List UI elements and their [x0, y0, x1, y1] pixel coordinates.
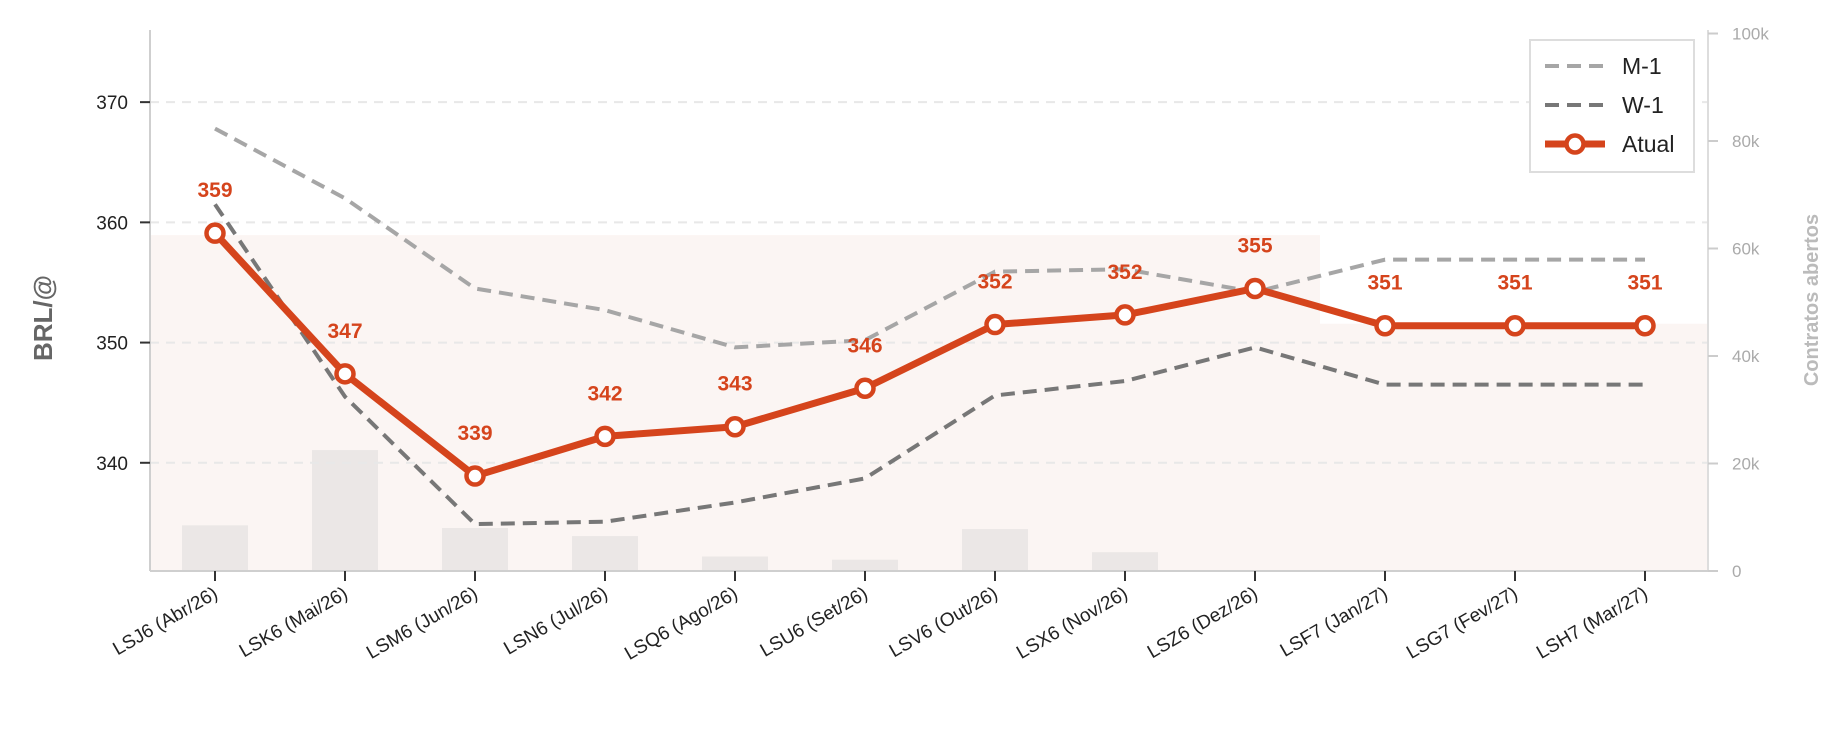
- y2-tick-label: 0: [1732, 562, 1741, 581]
- atual-marker: [1374, 314, 1396, 337]
- x-tick-label: LSF7 (Jan/27): [1277, 583, 1392, 661]
- y2-axis-label: Contratos abertos: [1801, 214, 1823, 386]
- atual-marker: [594, 425, 616, 448]
- data-label: 352: [977, 271, 1012, 294]
- x-tick-label: LSQ6 (Ago/26): [621, 583, 741, 665]
- open-interest-bar: [832, 559, 898, 571]
- data-label: 352: [1107, 261, 1142, 284]
- open-interest-bar: [1092, 552, 1158, 571]
- y-tick-label: 350: [96, 334, 128, 355]
- atual-marker: [204, 222, 226, 244]
- y2-tick-label: 60k: [1732, 240, 1760, 259]
- open-interest-bar: [442, 528, 508, 571]
- atual-marker: [854, 377, 876, 400]
- series-line-w-1: [213, 203, 1645, 527]
- atual-marker: [1504, 314, 1526, 337]
- x-tick-label: LSK6 (Mai/26): [236, 583, 352, 662]
- data-label: 342: [587, 382, 622, 405]
- x-tick-label: LSM6 (Jun/26): [363, 583, 481, 663]
- x-tick-label: LSV6 (Out/26): [886, 583, 1002, 662]
- atual-marker: [1634, 314, 1656, 337]
- data-labels: 359 347 339 342 343 346 352 352 355 351 351 351: [197, 179, 1662, 445]
- legend-label: Atual: [1622, 131, 1674, 157]
- x-tick-label: LSZ6 (Dez/26): [1144, 583, 1261, 663]
- open-interest-bar: [702, 556, 768, 571]
- legend-label: W-1: [1622, 92, 1664, 118]
- x-tick-label: LSJ6 (Abr/26): [109, 583, 221, 660]
- series-line-m-1: [214, 126, 1645, 350]
- data-label: 351: [1367, 272, 1402, 295]
- open-interest-bar: [572, 536, 638, 571]
- open-interest-area: [150, 235, 1708, 571]
- data-label: 346: [847, 334, 882, 357]
- data-label: 351: [1627, 272, 1662, 295]
- atual-marker: [984, 313, 1006, 336]
- data-label: 347: [327, 320, 362, 343]
- y2-tick-label: 40k: [1732, 347, 1760, 366]
- data-label: 339: [457, 422, 492, 445]
- y2-tick-label: 100k: [1732, 25, 1769, 44]
- x-tick-label: LSX6 (Nov/26): [1013, 583, 1131, 663]
- legend-label: M-1: [1622, 53, 1662, 79]
- legend: M-1 W-1 Atual: [1529, 39, 1695, 173]
- atual-marker: [1114, 304, 1136, 326]
- atual-marker: [464, 465, 486, 487]
- open-interest-bar: [182, 525, 248, 571]
- data-label: 343: [717, 373, 752, 396]
- atual-marker: [724, 415, 746, 438]
- open-interest-area-layer: [150, 235, 1708, 571]
- atual-marker: [334, 363, 356, 385]
- x-tick-label: LSG7 (Fev/27): [1403, 583, 1521, 663]
- x-tick-label: LSH7 (Mar/27): [1533, 583, 1651, 663]
- y-axis-label: BRL/@: [28, 275, 58, 361]
- x-tick-label: LSN6 (Jul/26): [500, 583, 611, 659]
- open-interest-bar: [312, 450, 378, 571]
- open-interest-bars: [182, 450, 1158, 571]
- data-label: 351: [1497, 272, 1532, 295]
- data-label: 359: [197, 179, 232, 202]
- x-tick-label: LSU6 (Set/26): [757, 583, 872, 661]
- y-tick-label: 370: [96, 93, 128, 114]
- atual-marker: [1244, 277, 1266, 300]
- series-line-atual: [212, 230, 1645, 480]
- legend-marker: [1564, 133, 1586, 155]
- series-lines: [204, 126, 1656, 527]
- y2-tick-label: 20k: [1732, 455, 1760, 474]
- axes: [149, 30, 1709, 572]
- y-tick-label: 340: [96, 454, 128, 475]
- y-tick-label: 360: [96, 213, 128, 234]
- grid: [150, 101, 1708, 464]
- data-label: 355: [1237, 234, 1272, 257]
- open-interest-bar: [962, 529, 1028, 571]
- y2-tick-label: 80k: [1732, 132, 1760, 151]
